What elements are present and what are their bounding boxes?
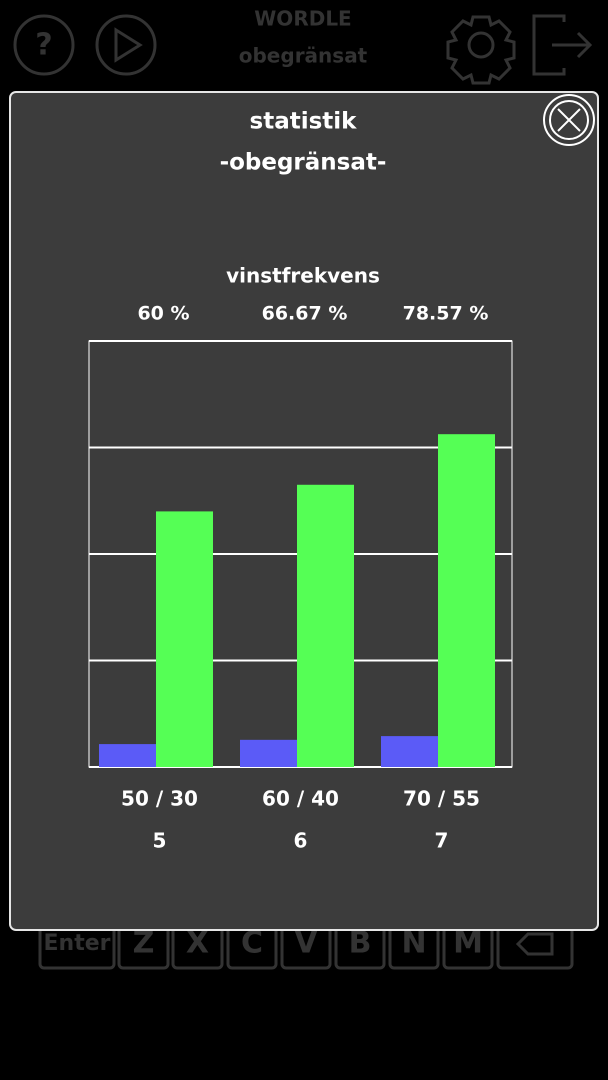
- header-icons: [13, 14, 593, 85]
- modal-title: statistik: [250, 109, 358, 135]
- bar: [156, 511, 213, 767]
- play-button[interactable]: [95, 14, 157, 76]
- win-rate-label: 78.57 %: [403, 303, 489, 325]
- bar: [240, 739, 297, 767]
- key-label: Z: [133, 926, 155, 961]
- bar: [438, 434, 495, 767]
- settings-button[interactable]: [446, 15, 516, 85]
- keyboard: Enter Z X C V B N M: [38, 918, 494, 970]
- category-label: 6: [294, 829, 308, 853]
- key-label: C: [241, 926, 263, 961]
- key-label: N: [401, 926, 426, 961]
- help-icon: ?: [35, 28, 52, 63]
- win-rate-label: 60 %: [137, 303, 189, 325]
- win-rate-label: 66.67 %: [262, 303, 348, 325]
- modal-subtitle: -obegränsat-: [220, 150, 387, 176]
- help-button[interactable]: [13, 14, 75, 76]
- key-label: B: [349, 926, 372, 961]
- pair-label: 60 / 40: [262, 787, 339, 811]
- bar: [99, 744, 156, 767]
- chart-title: vinstfrekvens: [226, 264, 380, 288]
- exit-button[interactable]: [532, 14, 593, 76]
- play-icon: [114, 27, 143, 63]
- close-button[interactable]: [543, 94, 595, 146]
- pair-label: 70 / 55: [403, 787, 480, 811]
- header-title: WORDLE: [254, 7, 351, 31]
- pair-label: 50 / 30: [121, 787, 198, 811]
- backspace-icon: [515, 932, 554, 956]
- key-label: V: [294, 926, 318, 961]
- category-label: 7: [435, 829, 449, 853]
- category-label: 5: [153, 829, 167, 853]
- key-label: Enter: [44, 931, 111, 956]
- key-label: X: [186, 926, 209, 961]
- header-subtitle: obegränsat: [239, 44, 368, 68]
- chart: 60 % 50 / 30 5 66.67 % 60 / 40 6 78.57 % 70 / 5…: [88, 303, 513, 853]
- key-label: M: [453, 926, 483, 961]
- bar: [381, 736, 438, 767]
- bar: [297, 484, 354, 767]
